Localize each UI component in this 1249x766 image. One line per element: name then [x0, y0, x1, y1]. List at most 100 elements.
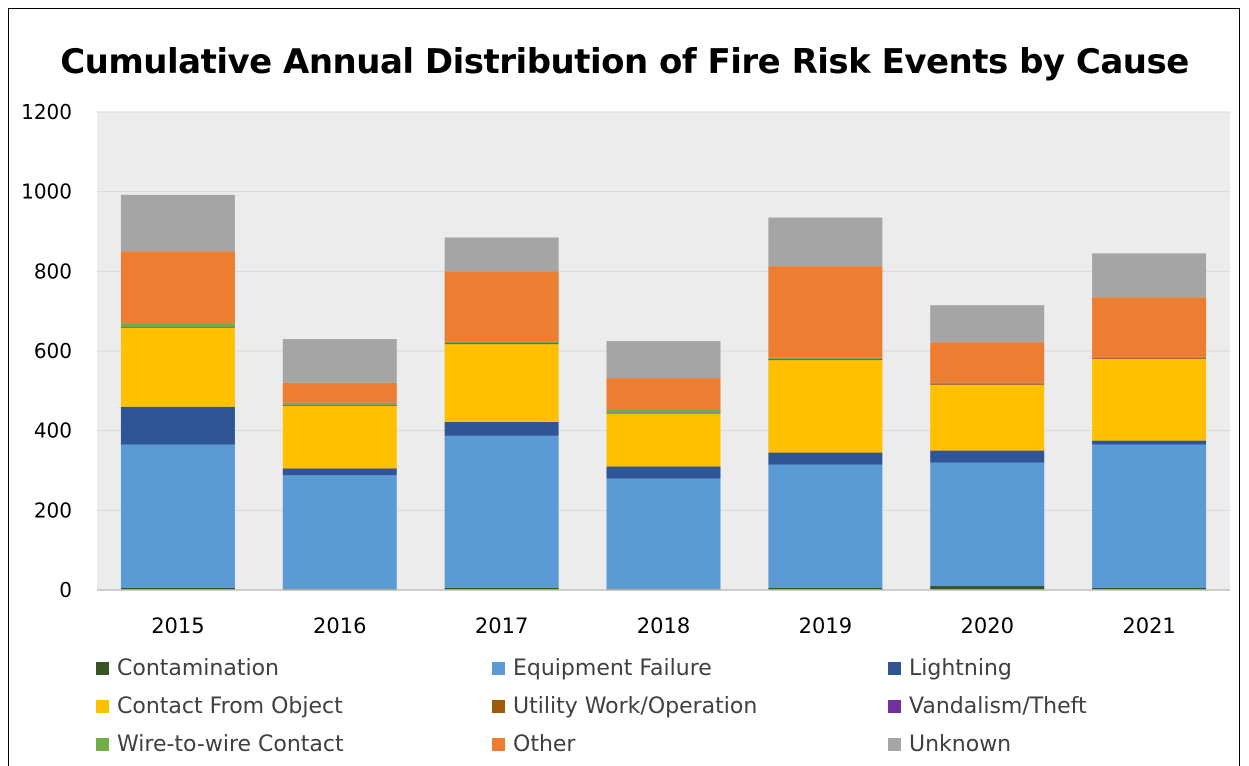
bar-segment [606, 341, 721, 379]
legend-item: Wire-to-wire Contact [96, 730, 492, 758]
bar-segment [282, 475, 397, 589]
bar-segment [120, 444, 235, 589]
bar-segment [930, 382, 1045, 384]
bar-segment [606, 466, 721, 479]
bar-segment [768, 464, 883, 589]
legend-item: Utility Work/Operation [492, 692, 888, 720]
x-tick-label: 2017 [475, 614, 528, 638]
x-tick-label: 2020 [960, 614, 1013, 638]
bar-segment [606, 409, 721, 413]
bar-segment [120, 327, 235, 328]
bar-segment [606, 478, 721, 589]
bar-segment [120, 251, 235, 324]
legend-label: Contact From Object [117, 693, 343, 719]
legend-label: Equipment Failure [513, 655, 712, 681]
bar-segment [768, 360, 883, 453]
legend-item: Lightning [888, 654, 1216, 682]
legend-label: Unknown [909, 731, 1012, 757]
legend-swatch [492, 737, 505, 751]
legend-label: Utility Work/Operation [513, 693, 758, 719]
bar-segment [930, 384, 1045, 451]
bar-segment [120, 323, 235, 327]
bar-segment [768, 588, 883, 590]
bar-segment [444, 343, 559, 345]
bar-segment [282, 468, 397, 476]
y-tick-label: 200 [34, 498, 72, 522]
legend-item: Unknown [888, 730, 1216, 758]
chart-title: Cumulative Annual Distribution of Fire R… [60, 42, 1189, 82]
bar-segment [930, 586, 1045, 590]
bar-segment [768, 357, 883, 359]
bar-segment [768, 266, 883, 358]
legend-swatch [96, 661, 109, 675]
legend-swatch [888, 661, 901, 675]
bar-segment [1092, 440, 1207, 445]
bar-segment [930, 305, 1045, 343]
bar-segment [444, 344, 559, 422]
bar-segment [282, 382, 397, 403]
legend-label: Vandalism/Theft [909, 693, 1087, 719]
legend-swatch [96, 699, 109, 713]
bar-segment [1092, 588, 1207, 590]
x-tick-label: 2016 [313, 614, 366, 638]
legend-item: Contamination [96, 654, 492, 682]
legend-label: Wire-to-wire Contact [117, 731, 344, 757]
bar-segment [1092, 358, 1207, 441]
bar-segment [444, 421, 559, 436]
legend-item: Equipment Failure [492, 654, 888, 682]
legend-label: Contamination [117, 655, 279, 681]
legend-label: Other [513, 731, 576, 757]
bar-segment [444, 435, 559, 589]
bar-segment [606, 412, 721, 414]
bar-segment [1092, 356, 1207, 358]
y-tick-label: 400 [34, 419, 72, 443]
bar-segment [444, 237, 559, 272]
bar-segment [120, 406, 235, 445]
x-tick-label: 2019 [799, 614, 852, 638]
legend-item: Other [492, 730, 888, 758]
bar-segment [1092, 253, 1207, 298]
bars [120, 194, 1207, 590]
legend-swatch [888, 699, 901, 713]
x-tick-label: 2021 [1122, 614, 1175, 638]
bar-segment [120, 327, 235, 407]
bar-segment [444, 588, 559, 590]
x-axis-tick-labels: 2015 2016 2017 2018 2019 2020 2021 [151, 614, 1176, 638]
x-tick-label: 2018 [637, 614, 690, 638]
y-tick-label: 800 [34, 259, 72, 283]
y-axis-tick-labels: 0 200 400 600 800 1000 1200 [21, 100, 72, 602]
bar-segment [768, 217, 883, 267]
bar-segment [930, 450, 1045, 463]
legend-swatch [492, 661, 505, 675]
bar-segment [606, 378, 721, 410]
bar-segment [930, 462, 1045, 587]
bar-segment [768, 359, 883, 361]
legend-swatch [492, 699, 505, 713]
x-tick-label: 2015 [151, 614, 204, 638]
legend-item: Vandalism/Theft [888, 692, 1216, 720]
y-tick-label: 0 [59, 578, 72, 602]
legend-label: Lightning [909, 655, 1012, 681]
bar-segment [1092, 297, 1207, 357]
bar-segment [282, 405, 397, 406]
bar-segment [444, 271, 559, 342]
y-tick-label: 600 [34, 339, 72, 363]
bar-segment [120, 588, 235, 590]
bar-segment [1092, 444, 1207, 589]
bar-segment [606, 413, 721, 467]
legend-item: Contact From Object [96, 692, 492, 720]
bar-segment [930, 342, 1045, 383]
legend: Contamination Equipment Failure Lightning C… [96, 654, 1216, 758]
bar-segment [768, 452, 883, 465]
legend-swatch [96, 737, 109, 751]
bar-segment [120, 194, 235, 252]
y-tick-label: 1200 [21, 100, 72, 124]
bar-segment [444, 341, 559, 344]
legend-swatch [888, 737, 901, 751]
y-tick-label: 1000 [21, 180, 72, 204]
bar-segment [1092, 358, 1207, 359]
chart-frame [8, 8, 1240, 766]
bar-segment [282, 402, 397, 405]
bar-segment [930, 384, 1045, 385]
